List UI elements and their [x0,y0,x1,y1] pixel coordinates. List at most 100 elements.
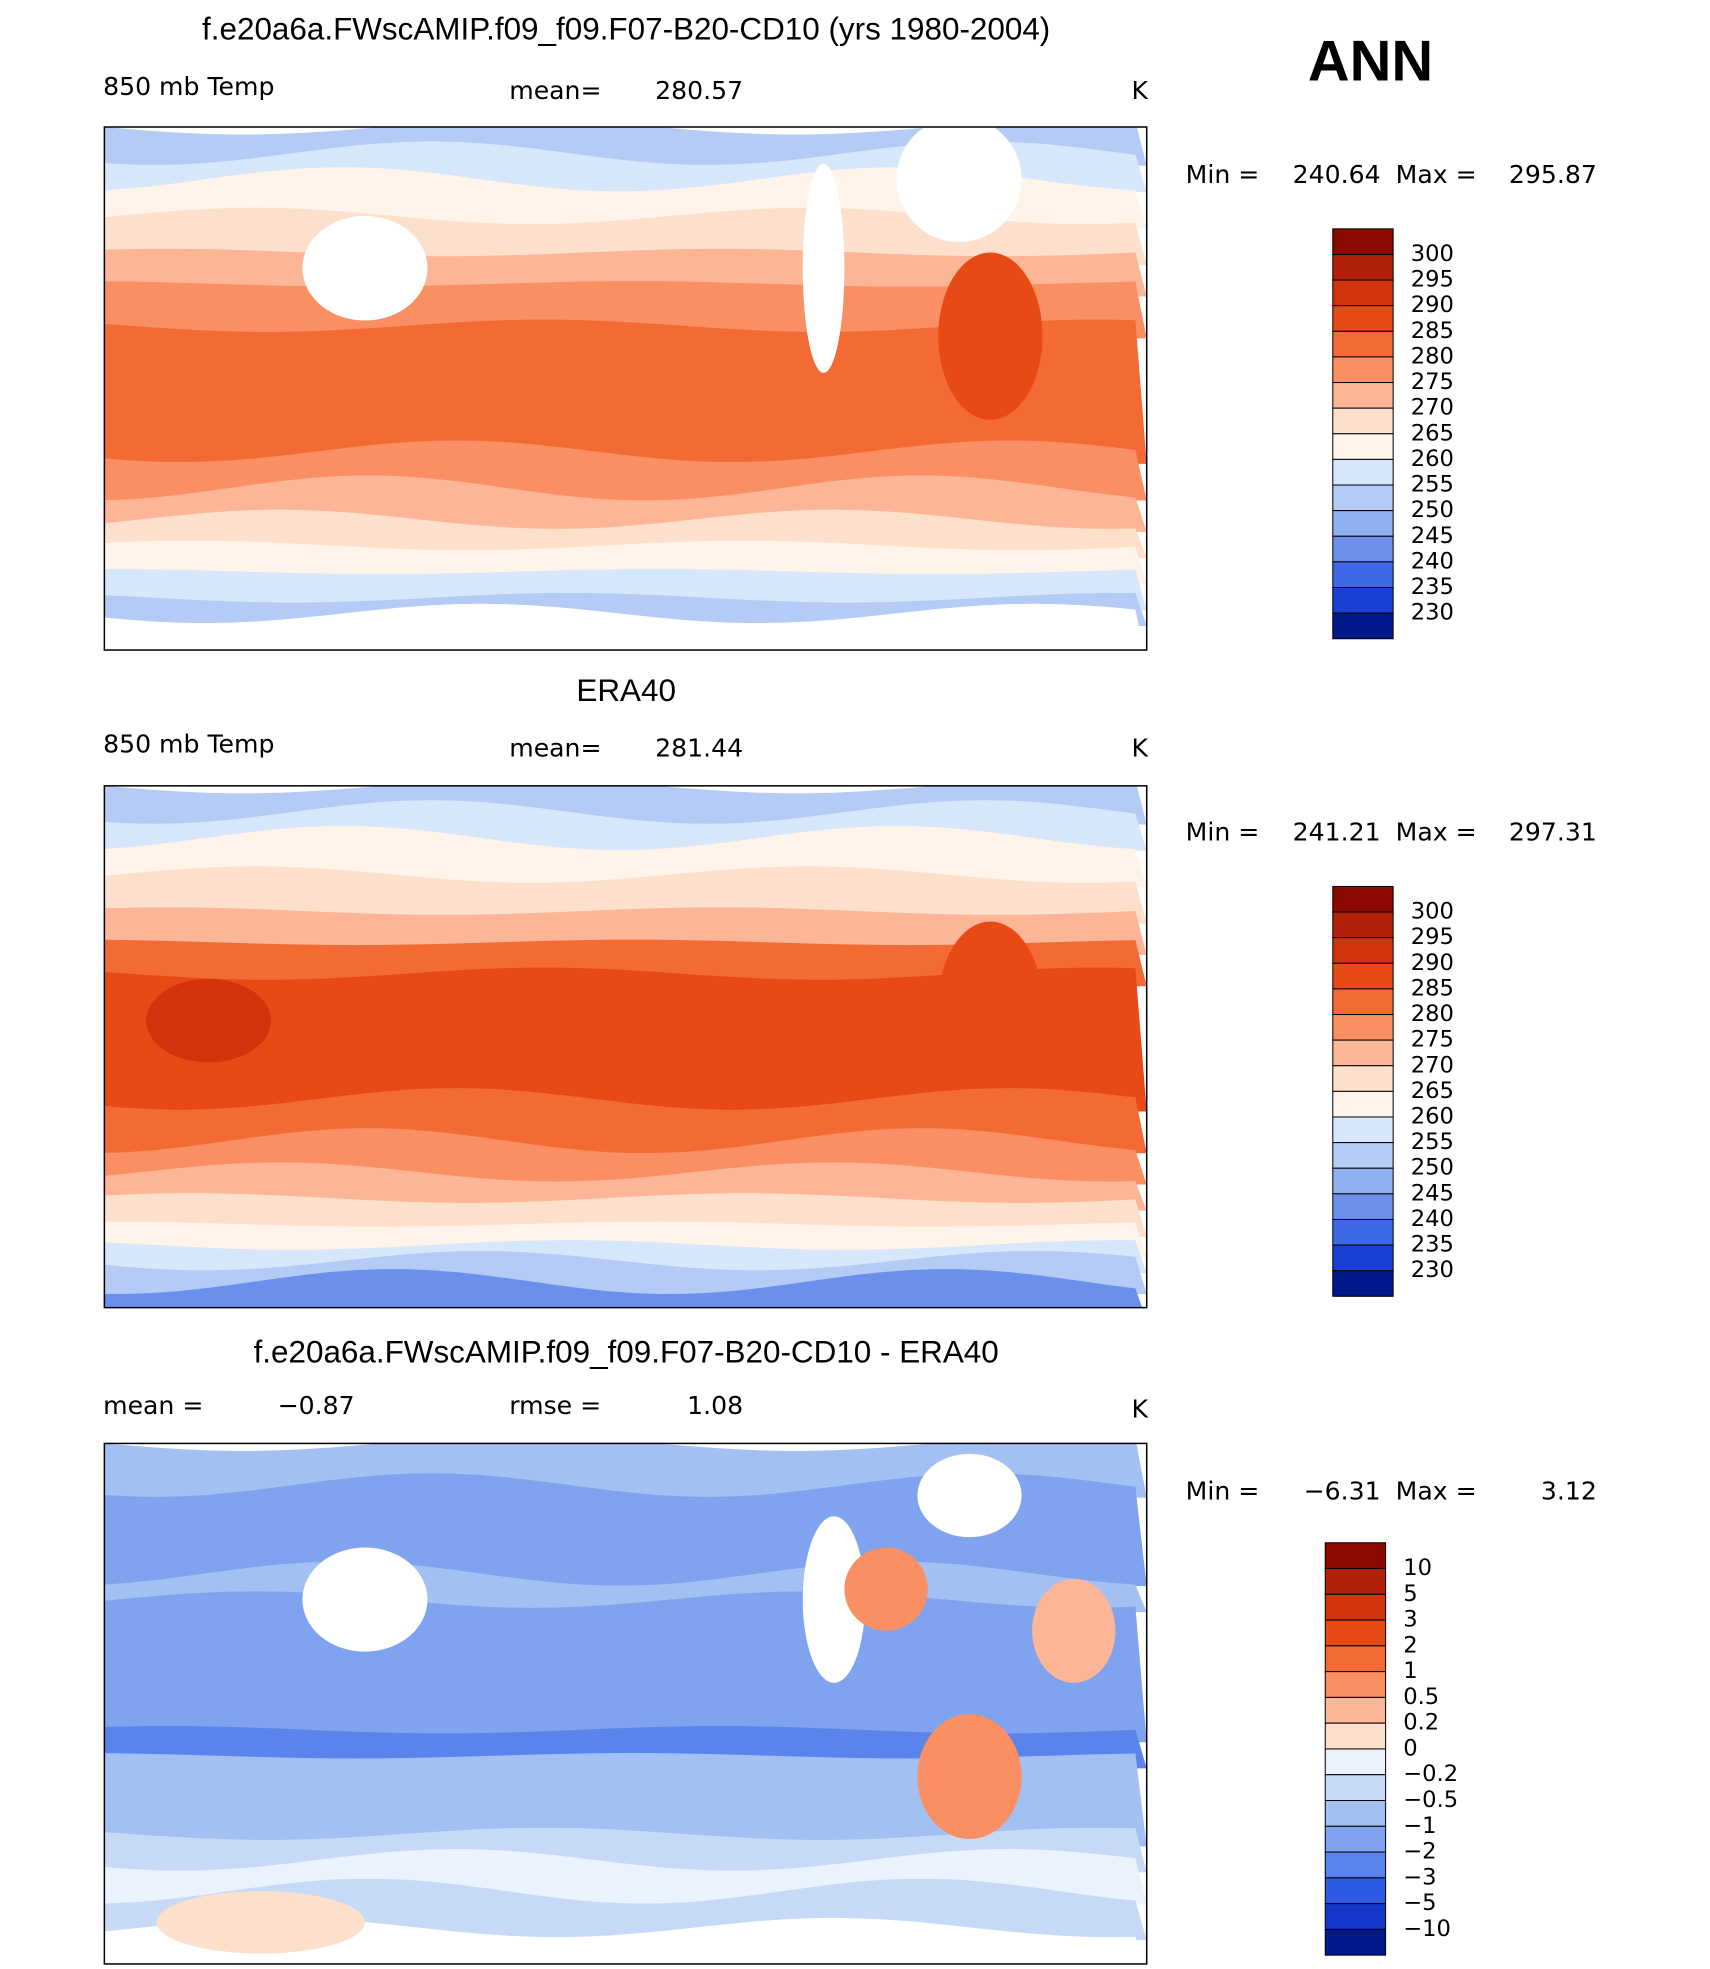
field-blob [938,252,1043,420]
colorbar-label: 0.2 [1403,1710,1439,1736]
left-label: mean = [103,1391,203,1420]
colorbar-label: 275 [1411,369,1454,395]
stat-label: mean= [509,733,601,762]
units: K [1131,76,1148,105]
colorbar-label: 245 [1411,1180,1454,1206]
stat-label: mean= [509,76,601,105]
field-band [104,540,1147,585]
field-blob [917,1714,1022,1840]
colorbar-label: −0.2 [1403,1761,1458,1787]
colorbar-box [1332,586,1394,614]
colorbar-box [1324,1825,1387,1853]
colorbar-label: 265 [1411,1078,1454,1104]
left-label: 850 mb Temp [103,730,274,759]
colorbar-label: 240 [1411,548,1454,574]
min-label: Min = [1186,1476,1260,1505]
field-blob [917,1453,1022,1538]
colorbar-label: 285 [1411,975,1454,1001]
colorbar-label: 10 [1403,1555,1432,1581]
colorbar-label: 295 [1411,267,1454,293]
colorbar-box [1332,1270,1394,1297]
colorbar-label: 260 [1411,1103,1454,1129]
colorbar-label: −10 [1403,1916,1451,1942]
colorbar-label: 280 [1411,1001,1454,1027]
colorbar-box [1332,988,1394,1016]
map [104,785,1147,1308]
colorbar-label: 300 [1411,899,1454,925]
panel-title: ERA40 [576,673,676,708]
colorbar-box [1332,1244,1394,1272]
colorbar-label: 290 [1411,292,1454,318]
colorbar-label: 5 [1403,1581,1417,1607]
colorbar-box [1324,1877,1387,1905]
colorbar-label: 0 [1403,1735,1417,1761]
colorbar-label: 270 [1411,395,1454,421]
colorbar-label: 235 [1411,1232,1454,1258]
field-band [104,1726,1147,1769]
min-label: Min = [1186,160,1260,189]
colorbar-box [1332,937,1394,964]
colorbar-box [1324,1928,1387,1956]
stat-label: rmse = [509,1391,601,1420]
field-band [104,967,1147,1112]
colorbar-label: 260 [1411,446,1454,472]
colorbar-box [1332,1193,1394,1220]
colorbar-box [1324,1696,1387,1724]
field-band [104,1193,1147,1237]
field-blob [146,978,272,1063]
colorbar-label: 0.5 [1403,1684,1439,1710]
colorbar-box [1332,1142,1394,1169]
field-band [104,866,1147,924]
colorbar-box [1332,433,1394,460]
field-blob [1032,1578,1116,1683]
colorbar-label: 235 [1411,574,1454,600]
colorbar-label: −1 [1403,1813,1436,1839]
colorbar-box [1332,1014,1394,1041]
map [104,1443,1147,1964]
colorbar-box [1324,1722,1387,1750]
colorbar-box [1332,382,1394,409]
colorbar-box [1324,1593,1387,1621]
field-blob [938,921,1043,1089]
units: K [1131,1395,1148,1424]
max-label: Max = [1396,160,1477,189]
colorbar-label: 240 [1411,1206,1454,1232]
season-label: ANN [1308,30,1433,94]
colorbar-box [1324,1671,1387,1698]
colorbar-box [1332,253,1394,281]
colorbar-label: 255 [1411,472,1454,498]
colorbar-box [1324,1568,1387,1595]
colorbar-label: 300 [1411,241,1454,267]
colorbar-box [1332,1039,1394,1067]
colorbar-box [1324,1903,1387,1930]
colorbar-box [1332,484,1394,512]
min-value: 240.64 [1293,160,1381,189]
max-value: 297.31 [1509,818,1597,847]
field-band [104,603,1145,651]
colorbar-box [1324,1851,1387,1879]
left-label: 850 mb Temp [103,72,274,101]
min-label: Min = [1186,818,1260,847]
field-blob [302,215,428,321]
stat-value: 281.44 [655,733,743,762]
colorbar-box [1324,1774,1387,1802]
colorbar-box [1332,561,1394,588]
colorbar-box [1332,1116,1394,1144]
colorbar-label: 250 [1411,1155,1454,1181]
colorbar-label: 270 [1411,1052,1454,1078]
colorbar-box [1332,510,1394,537]
colorbar-box [1324,1748,1387,1776]
colorbar-box [1324,1619,1387,1647]
field-band [104,569,1147,611]
colorbar-box [1332,911,1394,939]
panel-title: f.e20a6a.FWscAMIP.f09_f09.F07-B20-CD10 -… [254,1334,999,1369]
colorbar-box [1332,612,1394,640]
map-frame [103,126,1148,651]
colorbar-box [1332,279,1394,307]
colorbar-box [1332,1218,1394,1246]
min-value: 241.21 [1293,818,1381,847]
field-blob [156,1891,365,1954]
colorbar-box [1332,885,1394,913]
field-band [104,939,1147,987]
